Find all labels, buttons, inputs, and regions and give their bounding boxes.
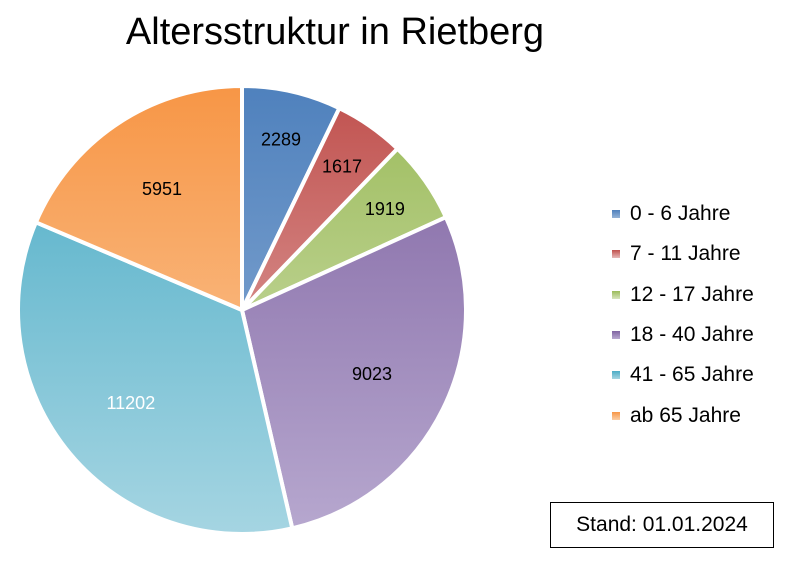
pie-slice-label-4: 11202 (106, 393, 155, 413)
legend-item-2: 12 - 17 Jahre (612, 275, 754, 315)
chart-title: Altersstruktur in Rietberg (125, 11, 545, 53)
legend-label: ab 65 Jahre (630, 403, 741, 427)
pie-slice-label-1: 1617 (322, 156, 362, 176)
legend-swatch (612, 250, 620, 259)
legend-item-3: 18 - 40 Jahre (612, 315, 754, 355)
legend-label: 18 - 40 Jahre (630, 323, 754, 347)
stand-date-text: Stand: 01.01.2024 (576, 513, 748, 536)
pie-slice-label-0: 2289 (261, 129, 301, 149)
legend-item-0: 0 - 6 Jahre (612, 194, 754, 234)
legend-label: 0 - 6 Jahre (630, 202, 731, 226)
legend-swatch (612, 411, 620, 420)
legend-item-1: 7 - 11 Jahre (612, 234, 754, 274)
pie-slice-5 (33, 84, 244, 312)
pie-slices (16, 84, 468, 536)
legend-item-4: 41 - 65 Jahre (612, 355, 754, 395)
legend: 0 - 6 Jahre 7 - 11 Jahre 12 - 17 Jahre 18 -… (612, 194, 754, 436)
stand-date-box: Stand: 01.01.2024 (550, 502, 774, 548)
legend-label: 41 - 65 Jahre (630, 363, 754, 387)
pie-slice-4 (16, 220, 295, 536)
pie-slice-labels: 2289 1617 1919 9023 11202 5951 (106, 129, 404, 413)
legend-label: 7 - 11 Jahre (630, 242, 741, 266)
legend-label: 12 - 17 Jahre (630, 282, 754, 306)
legend-swatch (612, 371, 620, 380)
pie-slice-label-3: 9023 (352, 364, 392, 384)
pie-slice-3 (240, 215, 468, 531)
legend-item-5: ab 65 Jahre (612, 395, 754, 435)
pie-slice-label-2: 1919 (365, 199, 405, 219)
legend-swatch (612, 331, 620, 340)
legend-swatch (612, 210, 620, 219)
pie-slice-label-5: 5951 (142, 179, 182, 199)
legend-swatch (612, 290, 620, 299)
